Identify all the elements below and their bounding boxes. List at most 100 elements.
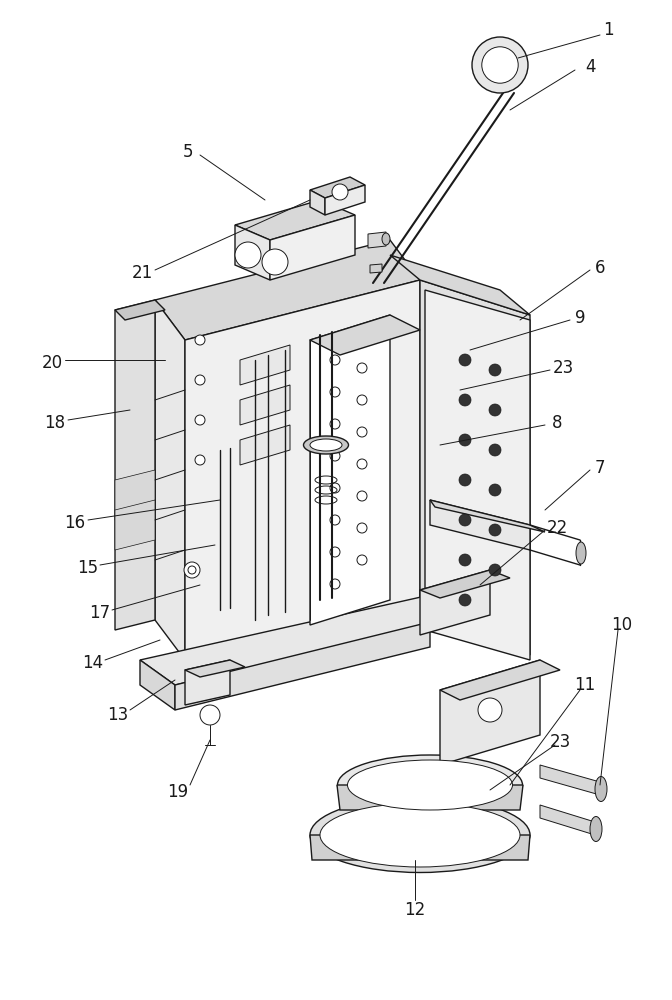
Polygon shape bbox=[235, 225, 270, 280]
Text: 11: 11 bbox=[575, 676, 595, 694]
Polygon shape bbox=[420, 570, 490, 635]
Text: 9: 9 bbox=[575, 309, 585, 327]
Circle shape bbox=[489, 484, 501, 496]
Text: 10: 10 bbox=[612, 616, 632, 634]
Circle shape bbox=[330, 579, 340, 589]
Text: 1: 1 bbox=[603, 21, 614, 39]
Circle shape bbox=[195, 415, 205, 425]
Polygon shape bbox=[155, 300, 185, 660]
Circle shape bbox=[489, 404, 501, 416]
Circle shape bbox=[330, 483, 340, 493]
Text: 15: 15 bbox=[77, 559, 99, 577]
Polygon shape bbox=[540, 805, 595, 835]
Circle shape bbox=[357, 523, 367, 533]
Text: 13: 13 bbox=[108, 706, 128, 724]
Ellipse shape bbox=[347, 760, 513, 810]
Polygon shape bbox=[240, 425, 290, 465]
Polygon shape bbox=[115, 500, 155, 550]
Polygon shape bbox=[185, 660, 230, 705]
Polygon shape bbox=[175, 622, 430, 710]
Ellipse shape bbox=[382, 233, 390, 245]
Circle shape bbox=[330, 547, 340, 557]
Text: 7: 7 bbox=[595, 459, 605, 477]
Circle shape bbox=[235, 242, 261, 268]
Circle shape bbox=[357, 363, 367, 373]
Polygon shape bbox=[425, 290, 530, 660]
Circle shape bbox=[489, 564, 501, 576]
Circle shape bbox=[332, 184, 348, 200]
Circle shape bbox=[357, 427, 367, 437]
Text: 17: 17 bbox=[89, 604, 111, 622]
Circle shape bbox=[459, 554, 471, 566]
Polygon shape bbox=[337, 785, 523, 810]
Circle shape bbox=[489, 364, 501, 376]
Ellipse shape bbox=[310, 798, 530, 872]
Text: 19: 19 bbox=[167, 783, 189, 801]
Polygon shape bbox=[430, 500, 545, 532]
Text: 23: 23 bbox=[552, 359, 574, 377]
Polygon shape bbox=[240, 385, 290, 425]
Circle shape bbox=[330, 387, 340, 397]
Polygon shape bbox=[235, 200, 355, 240]
Polygon shape bbox=[310, 835, 530, 860]
Polygon shape bbox=[115, 300, 165, 320]
Text: 23: 23 bbox=[550, 733, 571, 751]
Polygon shape bbox=[310, 315, 420, 355]
Circle shape bbox=[459, 594, 471, 606]
Circle shape bbox=[489, 444, 501, 456]
Ellipse shape bbox=[576, 542, 586, 564]
Polygon shape bbox=[368, 232, 386, 248]
Polygon shape bbox=[240, 345, 290, 385]
Text: 16: 16 bbox=[65, 514, 85, 532]
Circle shape bbox=[357, 491, 367, 501]
Circle shape bbox=[195, 455, 205, 465]
Polygon shape bbox=[115, 470, 155, 520]
Polygon shape bbox=[140, 595, 450, 685]
Polygon shape bbox=[370, 264, 382, 273]
Polygon shape bbox=[420, 570, 510, 598]
Circle shape bbox=[459, 434, 471, 446]
Circle shape bbox=[330, 355, 340, 365]
Polygon shape bbox=[140, 660, 175, 710]
Polygon shape bbox=[440, 660, 540, 765]
Circle shape bbox=[357, 555, 367, 565]
Circle shape bbox=[357, 459, 367, 469]
Ellipse shape bbox=[310, 439, 342, 451]
Text: 4: 4 bbox=[585, 58, 595, 76]
Ellipse shape bbox=[595, 776, 607, 802]
Polygon shape bbox=[310, 315, 390, 625]
Circle shape bbox=[459, 354, 471, 366]
Text: 14: 14 bbox=[83, 654, 103, 672]
Polygon shape bbox=[185, 660, 245, 677]
Circle shape bbox=[200, 705, 220, 725]
Polygon shape bbox=[390, 255, 530, 315]
Text: 12: 12 bbox=[405, 901, 425, 919]
Polygon shape bbox=[310, 177, 365, 198]
Polygon shape bbox=[430, 500, 530, 550]
Circle shape bbox=[184, 562, 200, 578]
Ellipse shape bbox=[337, 755, 523, 815]
Polygon shape bbox=[540, 765, 600, 795]
Circle shape bbox=[472, 37, 528, 93]
Circle shape bbox=[195, 335, 205, 345]
Text: 6: 6 bbox=[595, 259, 605, 277]
Polygon shape bbox=[440, 660, 560, 700]
Circle shape bbox=[489, 524, 501, 536]
Circle shape bbox=[195, 375, 205, 385]
Polygon shape bbox=[310, 190, 325, 215]
Text: 21: 21 bbox=[131, 264, 153, 282]
Polygon shape bbox=[155, 240, 420, 340]
Circle shape bbox=[459, 394, 471, 406]
Circle shape bbox=[357, 395, 367, 405]
Circle shape bbox=[459, 474, 471, 486]
Circle shape bbox=[188, 566, 196, 574]
Polygon shape bbox=[270, 215, 355, 280]
Ellipse shape bbox=[320, 803, 520, 867]
Text: 5: 5 bbox=[183, 143, 194, 161]
Polygon shape bbox=[325, 185, 365, 215]
Polygon shape bbox=[420, 280, 530, 655]
Circle shape bbox=[482, 47, 518, 83]
Text: 8: 8 bbox=[552, 414, 562, 432]
Text: 20: 20 bbox=[42, 354, 62, 372]
Text: 22: 22 bbox=[546, 519, 568, 537]
